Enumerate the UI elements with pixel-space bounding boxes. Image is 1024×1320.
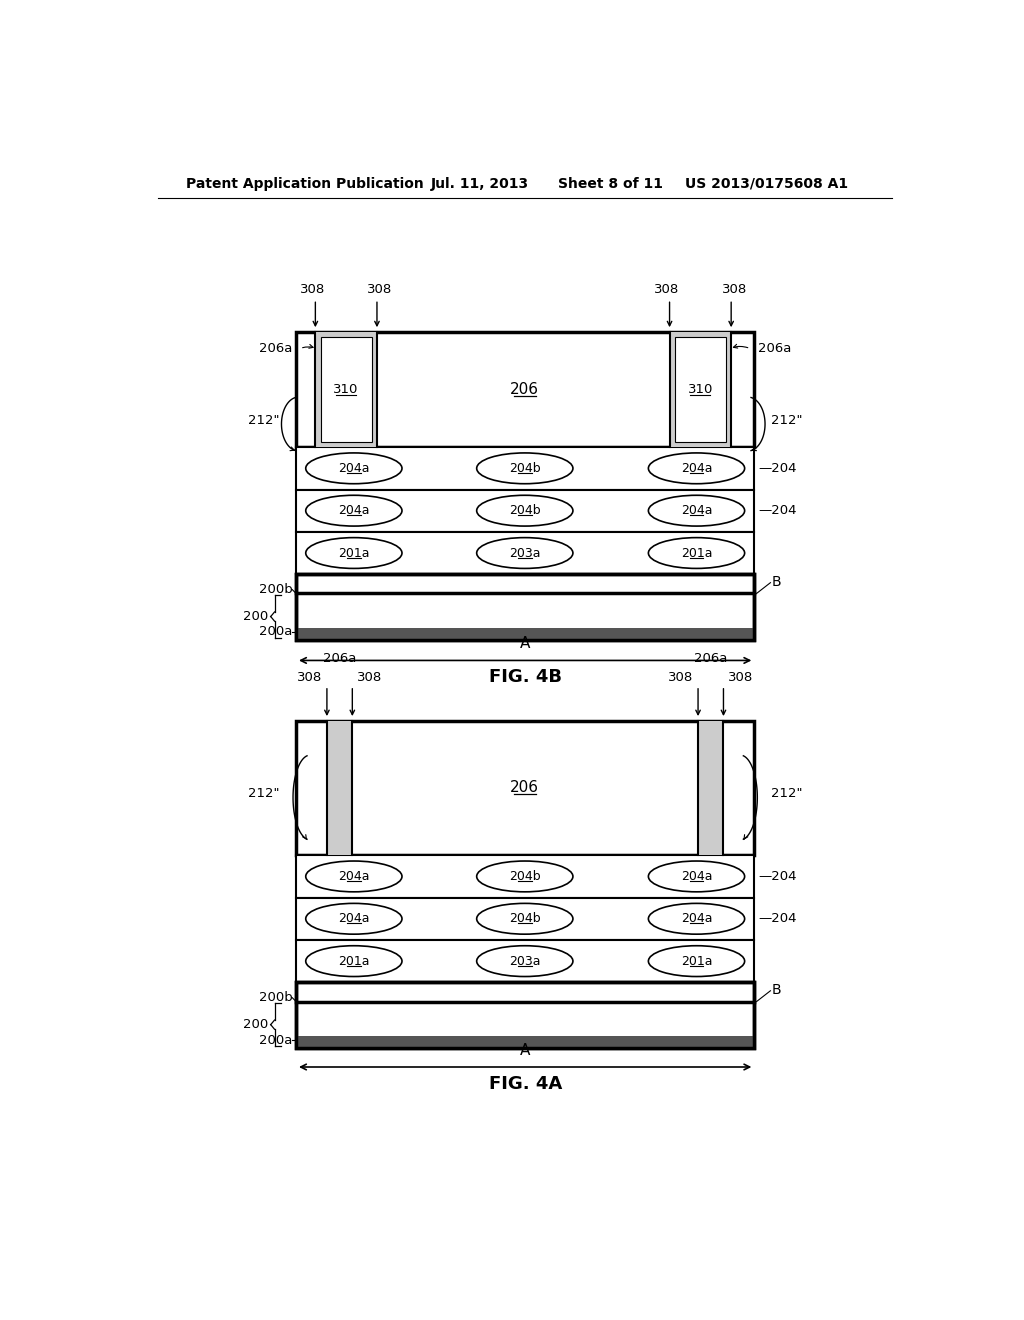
Text: —204: —204 (758, 462, 797, 475)
Text: 201a: 201a (681, 546, 713, 560)
Text: 200: 200 (243, 1018, 268, 1031)
Bar (321, 337, 372, 442)
Text: Sheet 8 of 11: Sheet 8 of 11 (558, 177, 663, 191)
Bar (296, 331, 755, 447)
Text: 308: 308 (669, 671, 693, 684)
Bar (296, 490, 755, 532)
Bar (296, 898, 755, 940)
Text: B: B (772, 983, 781, 997)
Bar (698, 721, 724, 855)
Text: 200a: 200a (259, 626, 292, 639)
Bar (296, 628, 755, 640)
Text: 200a: 200a (259, 1034, 292, 1047)
Text: 204b: 204b (509, 504, 541, 517)
Bar (296, 447, 755, 490)
Text: 204a: 204a (681, 462, 713, 475)
Text: 201a: 201a (681, 954, 713, 968)
Text: 200: 200 (243, 610, 268, 623)
Text: 206: 206 (510, 780, 540, 795)
Text: FIG. 4A: FIG. 4A (488, 1074, 562, 1093)
Text: 204a: 204a (681, 870, 713, 883)
Text: 206a: 206a (694, 652, 727, 665)
Text: —204: —204 (758, 504, 797, 517)
Text: Patent Application Publication: Patent Application Publication (186, 177, 424, 191)
Bar (315, 331, 377, 447)
Text: 206a: 206a (259, 342, 292, 355)
Text: 308: 308 (368, 282, 392, 296)
Text: Jul. 11, 2013: Jul. 11, 2013 (431, 177, 529, 191)
Bar (296, 532, 755, 574)
Text: A: A (520, 636, 530, 651)
Text: 308: 308 (654, 282, 679, 296)
Text: —204: —204 (758, 870, 797, 883)
Text: 212": 212" (248, 413, 280, 426)
Bar (296, 982, 755, 1048)
Text: 204b: 204b (509, 870, 541, 883)
Text: 204b: 204b (509, 912, 541, 925)
Bar (296, 574, 755, 640)
Text: A: A (520, 1043, 530, 1057)
Text: US 2013/0175608 A1: US 2013/0175608 A1 (685, 177, 848, 191)
Bar (675, 337, 726, 442)
Bar (296, 1036, 755, 1048)
Text: FIG. 4B: FIG. 4B (488, 668, 562, 686)
Bar (670, 331, 731, 447)
Bar (296, 940, 755, 982)
Text: 204a: 204a (681, 504, 713, 517)
Text: 308: 308 (722, 282, 746, 296)
Text: —204: —204 (758, 912, 797, 925)
Text: 204a: 204a (338, 504, 370, 517)
Text: 310: 310 (688, 383, 713, 396)
Text: 203a: 203a (509, 954, 541, 968)
Text: 204a: 204a (338, 462, 370, 475)
Text: 200b: 200b (258, 991, 292, 1005)
Text: 212": 212" (771, 413, 803, 426)
Bar (296, 721, 755, 855)
Text: 203a: 203a (509, 546, 541, 560)
Text: 206: 206 (510, 381, 540, 397)
Text: 204a: 204a (338, 912, 370, 925)
Text: 310: 310 (334, 383, 358, 396)
Bar (296, 855, 755, 898)
Text: 212": 212" (248, 787, 280, 800)
Text: 308: 308 (297, 671, 323, 684)
Text: 206a: 206a (758, 342, 792, 355)
Text: 200b: 200b (258, 583, 292, 597)
Text: 204a: 204a (338, 870, 370, 883)
Bar (296, 574, 755, 640)
Text: 204b: 204b (509, 462, 541, 475)
Text: 204a: 204a (681, 912, 713, 925)
Text: 212": 212" (771, 787, 803, 800)
Text: B: B (772, 576, 781, 589)
Text: 201a: 201a (338, 954, 370, 968)
Text: 308: 308 (728, 671, 754, 684)
Text: 206a: 206a (323, 652, 356, 665)
Bar (327, 721, 352, 855)
Text: 308: 308 (357, 671, 382, 684)
Bar (296, 982, 755, 1048)
Text: 308: 308 (300, 282, 325, 296)
Text: 201a: 201a (338, 546, 370, 560)
